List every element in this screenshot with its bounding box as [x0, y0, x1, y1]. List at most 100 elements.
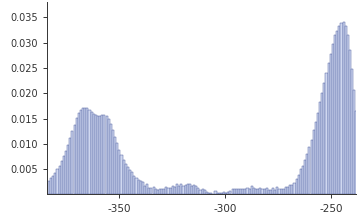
Bar [103, 115, 105, 194]
Bar [73, 125, 76, 194]
Bar [204, 190, 206, 194]
Bar [240, 189, 242, 194]
Bar [202, 189, 204, 194]
Bar [199, 190, 202, 194]
Bar [48, 181, 50, 194]
Bar [153, 187, 154, 194]
Bar [65, 151, 67, 194]
Bar [127, 167, 129, 194]
Bar [178, 187, 180, 194]
Bar [306, 154, 309, 194]
Bar [129, 170, 131, 194]
Bar [78, 113, 80, 194]
Bar [176, 184, 178, 194]
Bar [349, 50, 351, 194]
Bar [257, 189, 259, 194]
Bar [276, 187, 278, 194]
Bar [319, 102, 321, 194]
Bar [345, 26, 347, 194]
Bar [121, 155, 123, 194]
Bar [138, 180, 140, 194]
Bar [86, 108, 89, 194]
Bar [208, 193, 210, 194]
Bar [76, 118, 78, 194]
Bar [80, 110, 82, 194]
Bar [332, 44, 334, 194]
Bar [264, 189, 266, 194]
Bar [105, 116, 108, 194]
Bar [183, 186, 185, 194]
Bar [234, 189, 236, 194]
Bar [180, 184, 183, 194]
Bar [123, 160, 125, 194]
Bar [84, 108, 86, 194]
Bar [50, 178, 52, 194]
Bar [223, 192, 225, 194]
Bar [296, 179, 298, 194]
Bar [225, 193, 227, 194]
Bar [185, 185, 186, 194]
Bar [148, 188, 150, 194]
Bar [353, 90, 355, 194]
Bar [253, 188, 255, 194]
Bar [259, 188, 261, 194]
Bar [99, 116, 101, 194]
Bar [118, 149, 121, 194]
Bar [219, 192, 221, 194]
Bar [338, 27, 340, 194]
Bar [67, 145, 69, 194]
Bar [309, 147, 310, 194]
Bar [150, 188, 153, 194]
Bar [112, 130, 114, 194]
Bar [170, 188, 172, 194]
Bar [146, 184, 148, 194]
Bar [312, 130, 315, 194]
Bar [144, 186, 146, 194]
Bar [206, 192, 208, 194]
Bar [242, 189, 244, 194]
Bar [315, 122, 317, 194]
Bar [63, 156, 65, 194]
Bar [135, 178, 138, 194]
Bar [247, 188, 248, 194]
Bar [195, 186, 197, 194]
Bar [231, 189, 234, 194]
Bar [285, 187, 287, 194]
Bar [155, 189, 157, 194]
Bar [289, 185, 291, 194]
Bar [140, 181, 142, 194]
Bar [163, 189, 165, 194]
Bar [133, 176, 135, 194]
Bar [355, 111, 357, 194]
Bar [116, 143, 118, 194]
Bar [52, 175, 54, 194]
Bar [351, 69, 353, 194]
Bar [82, 108, 84, 194]
Bar [321, 93, 323, 194]
Bar [272, 189, 274, 194]
Bar [293, 183, 296, 194]
Bar [108, 119, 110, 194]
Bar [255, 189, 257, 194]
Bar [328, 63, 330, 194]
Bar [283, 189, 285, 194]
Bar [325, 73, 328, 194]
Bar [131, 172, 133, 194]
Bar [101, 115, 103, 194]
Bar [57, 169, 59, 194]
Bar [174, 187, 176, 194]
Bar [238, 189, 240, 194]
Bar [110, 124, 112, 194]
Bar [167, 187, 170, 194]
Bar [279, 189, 280, 194]
Bar [261, 189, 264, 194]
Bar [161, 189, 163, 194]
Bar [300, 169, 302, 194]
Bar [341, 23, 342, 194]
Bar [268, 190, 270, 194]
Bar [54, 173, 57, 194]
Bar [165, 187, 167, 194]
Bar [317, 113, 319, 194]
Bar [210, 193, 212, 194]
Bar [89, 110, 91, 194]
